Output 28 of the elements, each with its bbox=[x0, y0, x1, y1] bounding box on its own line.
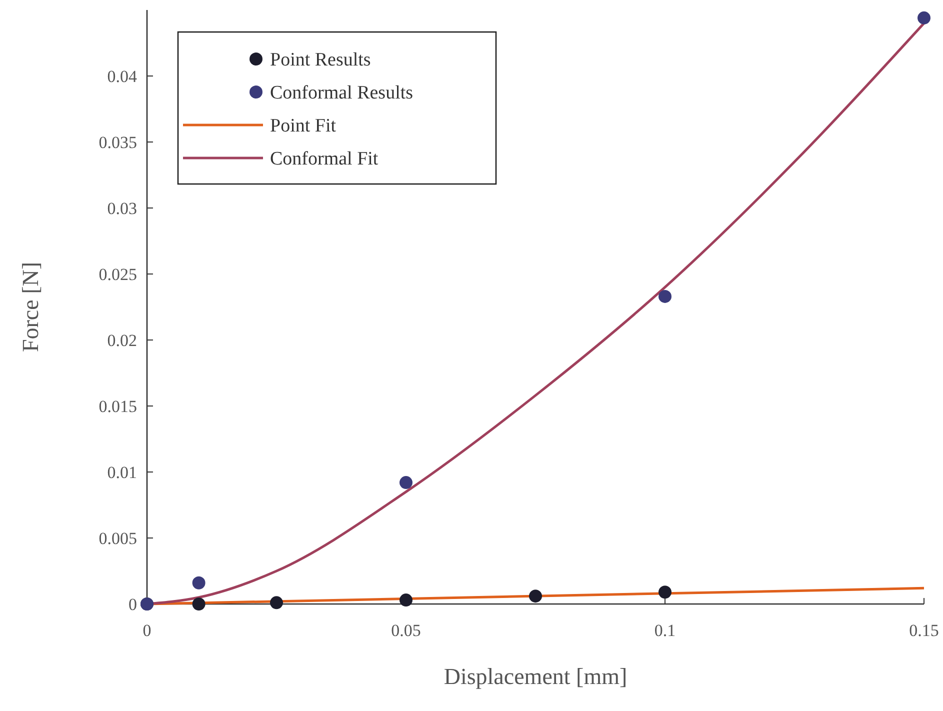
point bbox=[529, 590, 542, 603]
legend-label: Conformal Fit bbox=[270, 148, 379, 170]
y-tick-label: 0.03 bbox=[107, 198, 137, 218]
point bbox=[192, 598, 206, 610]
point bbox=[658, 586, 672, 599]
y-tick-label: 0.035 bbox=[98, 132, 137, 152]
x-tick-label: 0 bbox=[142, 621, 152, 640]
point bbox=[400, 594, 412, 607]
y-tick-label: 0.04 bbox=[107, 66, 138, 86]
y-tick-label: 0.025 bbox=[98, 264, 137, 284]
point bbox=[658, 290, 672, 303]
y-tick-label: 0.01 bbox=[107, 462, 137, 482]
x-axis-title: Displacement [mm] bbox=[444, 664, 628, 689]
point bbox=[192, 576, 206, 590]
x-tick-label: 0.1 bbox=[654, 621, 676, 640]
y-axis-title: Force [N] bbox=[18, 262, 43, 352]
legend-label: Point Results bbox=[270, 50, 371, 71]
legend-label: Conformal Results bbox=[270, 82, 414, 104]
point bbox=[270, 596, 283, 610]
y-tick-label: 0.015 bbox=[98, 396, 137, 416]
point bbox=[918, 11, 930, 24]
x-tick-label: 0.15 bbox=[909, 621, 939, 640]
legend-label: Point Fit bbox=[270, 116, 337, 137]
x-tick-label: 0.05 bbox=[391, 621, 421, 640]
y-tick-label: 0 bbox=[128, 594, 137, 614]
point bbox=[400, 476, 412, 490]
y-tick-label: 0.02 bbox=[107, 330, 137, 350]
y-tick-label: 0.005 bbox=[98, 528, 137, 548]
